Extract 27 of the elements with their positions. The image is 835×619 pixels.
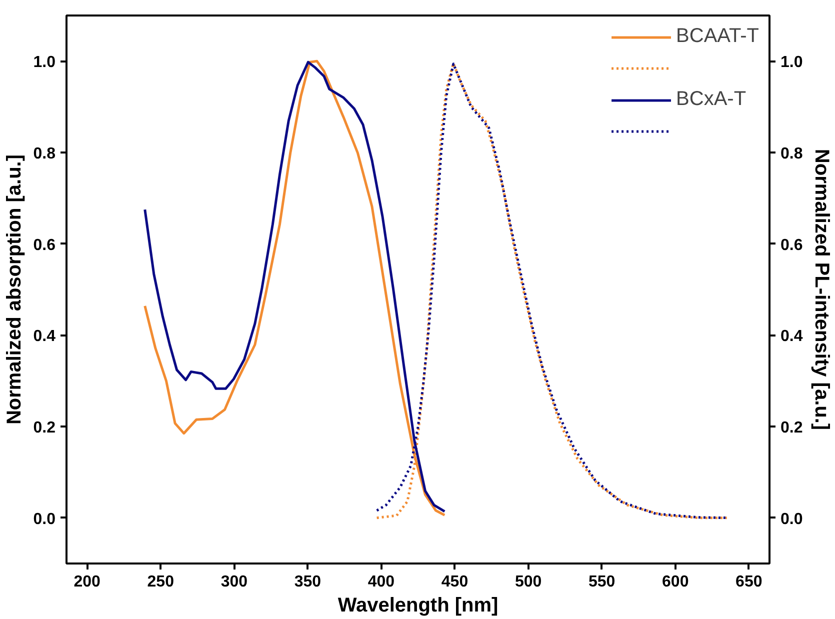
y2-tick-label: 0.6 — [780, 236, 803, 254]
y-tick-label: 0.6 — [33, 236, 56, 254]
y-tick-label: 0.8 — [33, 146, 56, 162]
y2-tick-label: 1.0 — [780, 54, 803, 72]
x-tick-label: 300 — [220, 574, 248, 590]
x-tick-label: 600 — [662, 574, 689, 590]
x-tick-label: 250 — [147, 574, 174, 590]
x-tick-label: 400 — [368, 574, 395, 590]
y2-tick-label: 0.8 — [780, 146, 803, 162]
y-tick-label: 1.0 — [33, 54, 56, 72]
x-tick-label: 550 — [588, 574, 616, 590]
y-tick-label: 0.4 — [33, 328, 56, 346]
x-tick-label: 350 — [294, 574, 322, 590]
x-tick-label: 650 — [736, 574, 762, 590]
y2-axis-title: Normalized PL-intensity [a.u.] — [810, 148, 833, 430]
y-tick-label: 0.2 — [33, 420, 56, 436]
x-axis-title: Wavelength [nm] — [338, 594, 498, 616]
x-tick-label: 500 — [514, 574, 542, 590]
x-tick-label: 200 — [74, 574, 101, 590]
legend-label: BCxA-T — [676, 88, 746, 111]
y-axis-title: Normalized absorption [a.u.] — [3, 154, 26, 425]
y2-tick-label: 0.2 — [780, 420, 803, 436]
y2-tick-label: 0.4 — [780, 328, 803, 346]
y2-tick-label: 0.0 — [780, 510, 803, 528]
legend-label: BCAAT-T — [676, 25, 759, 48]
x-tick-label: 450 — [441, 574, 468, 590]
y-tick-label: 0.0 — [33, 510, 56, 528]
